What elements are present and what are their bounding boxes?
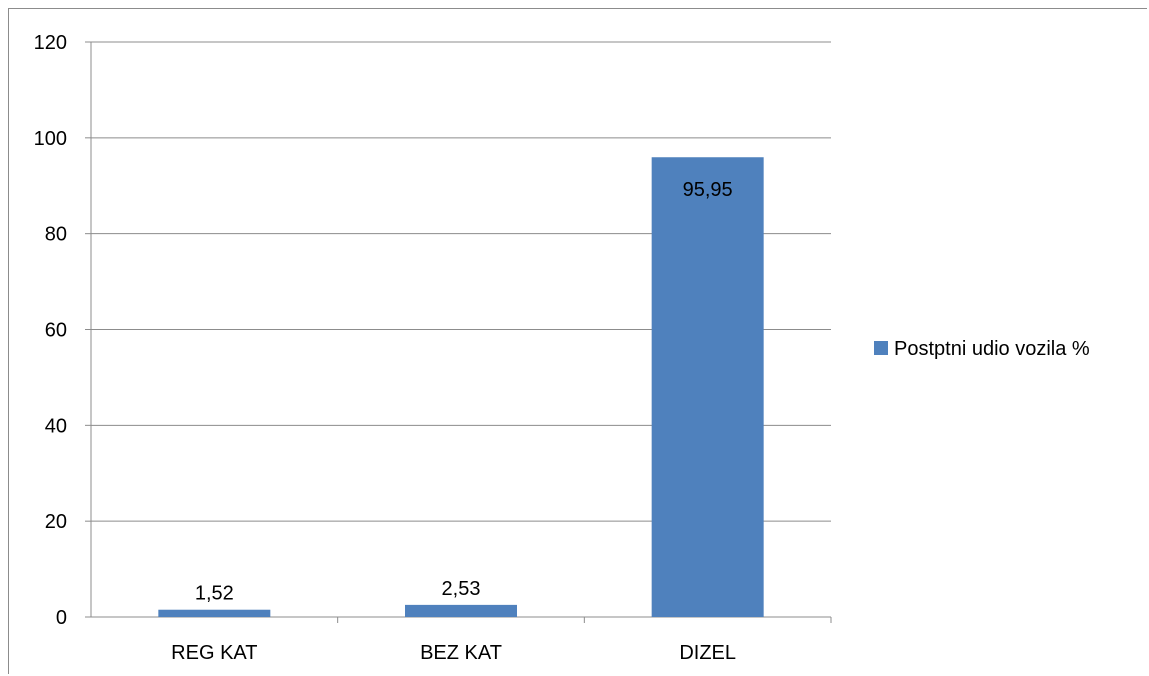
data-label: 1,52: [195, 583, 234, 605]
y-tick-label: 0: [56, 607, 67, 629]
y-tick-label: 20: [45, 511, 67, 533]
data-label: 2,53: [442, 578, 481, 600]
legend-swatch: [874, 341, 888, 355]
y-tick-label: 40: [45, 415, 67, 437]
data-label: 95,95: [683, 179, 733, 201]
x-tick-label: REG KAT: [171, 642, 257, 664]
x-axis-ticks: REG KAT BEZ KAT DIZEL: [171, 642, 736, 664]
bar: [651, 157, 764, 618]
bar: [405, 604, 517, 617]
y-tick-label: 80: [45, 224, 67, 246]
y-axis-ticks: 0 20 40 60 80 100 120: [34, 32, 67, 629]
bars: [158, 157, 764, 618]
bar: [158, 609, 271, 617]
y-tick-label: 120: [34, 32, 67, 54]
y-tick-label: 100: [34, 128, 67, 150]
y-tick-label: 60: [45, 320, 67, 342]
chart-frame: [8, 8, 1147, 674]
legend: Postptni udio vozila %: [874, 338, 1090, 360]
data-labels: 1,52 2,53 95,95: [195, 179, 733, 604]
x-tick-label: DIZEL: [679, 642, 736, 664]
legend-label: Postptni udio vozila %: [894, 338, 1090, 360]
x-tick-label: BEZ KAT: [420, 642, 502, 664]
